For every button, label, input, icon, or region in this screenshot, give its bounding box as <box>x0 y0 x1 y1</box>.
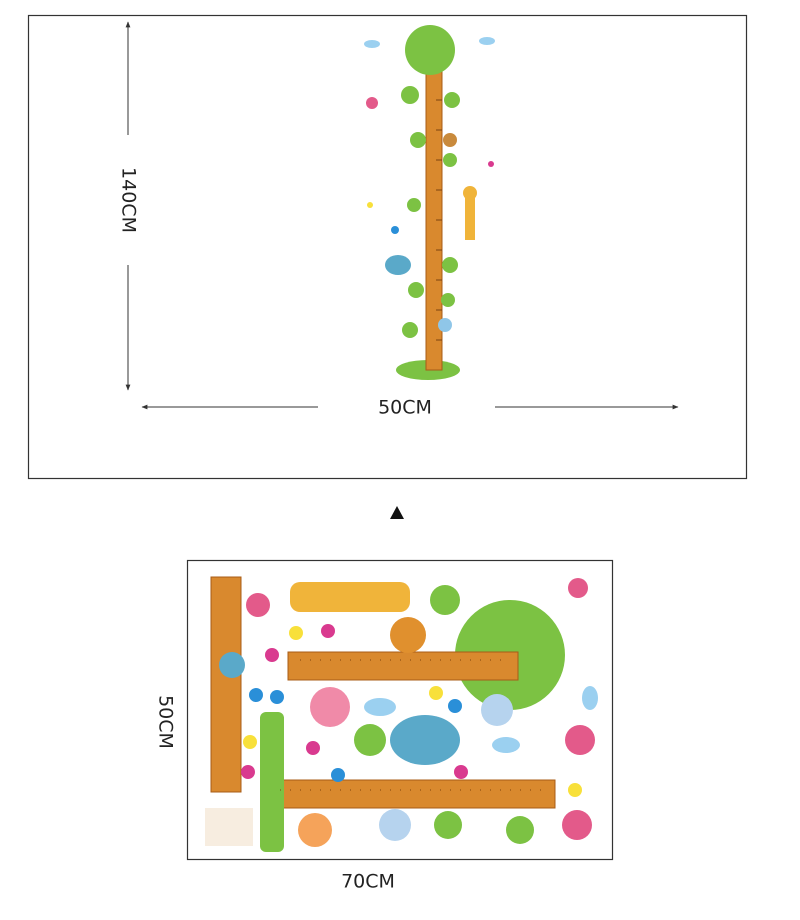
panel-frame <box>27 14 748 480</box>
arrow-indicator <box>390 506 404 519</box>
height-label: 50CM <box>155 695 177 749</box>
assembled-view: 140CM 50CM <box>27 14 748 480</box>
sticker-illustrations <box>205 576 598 852</box>
height-label: 140CM <box>118 167 140 233</box>
width-label: 50CM <box>378 397 432 419</box>
sheet-view: 50CM 70CM <box>155 559 614 893</box>
tree-illustration <box>364 25 495 380</box>
width-label: 70CM <box>341 871 395 893</box>
